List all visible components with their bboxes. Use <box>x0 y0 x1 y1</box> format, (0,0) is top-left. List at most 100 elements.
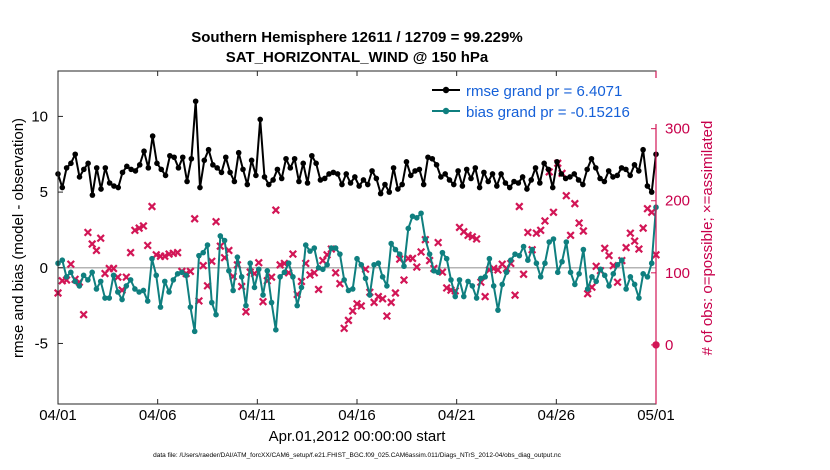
rmse-point <box>248 157 255 164</box>
y-right-tick-label: 300 <box>665 121 690 138</box>
x-tick-label: 04/21 <box>438 407 476 424</box>
obs-assimilated-marker <box>160 252 169 261</box>
bias-point <box>627 274 634 280</box>
bias-point <box>537 274 544 280</box>
legend-bias-label: bias grand pr = -0.15216 <box>466 104 630 121</box>
bias-point <box>89 269 95 276</box>
y-tick-label: -5 <box>35 335 48 352</box>
obs-assimilated-marker <box>271 206 280 215</box>
obs-assimilated-marker <box>147 202 157 211</box>
obs-marker-stroke <box>143 241 152 250</box>
obs-marker-stroke <box>647 208 656 217</box>
bias-point <box>584 286 591 292</box>
obs-marker-stroke <box>575 219 584 228</box>
obs-assimilated-marker <box>288 250 298 259</box>
bias-point <box>307 248 313 254</box>
y-axis-right-label: # of obs: o=possible; ×=assimilated <box>699 121 716 356</box>
rmse-point <box>476 184 483 191</box>
bias-point <box>328 245 335 251</box>
rmse-point <box>373 175 380 182</box>
bias-point <box>606 283 612 289</box>
bias-point <box>230 287 236 294</box>
bias-point <box>371 261 377 268</box>
obs-assimilated-marker <box>438 268 447 277</box>
bias-point <box>490 283 497 289</box>
bias-point <box>443 255 450 262</box>
bias-point <box>554 269 561 276</box>
obs-assimilated-marker <box>254 258 263 267</box>
bias-point <box>529 246 535 253</box>
bias-point <box>144 298 151 304</box>
bias-point <box>623 286 629 292</box>
obs-marker-stroke <box>579 226 588 236</box>
bias-point <box>354 255 360 262</box>
bias-point <box>341 277 347 283</box>
bias-point <box>597 266 604 273</box>
bias-point <box>63 274 70 280</box>
bias-point <box>396 251 403 257</box>
rmse-point <box>558 171 565 177</box>
obs-assimilated-marker <box>434 238 443 247</box>
obs-marker-stroke <box>622 243 631 252</box>
bias-point <box>85 277 91 283</box>
obs-marker-stroke <box>357 301 366 311</box>
bias-point <box>268 299 275 306</box>
bias-point <box>469 283 476 289</box>
obs-assimilated-marker <box>135 224 144 233</box>
obs-assimilated-marker <box>387 298 396 307</box>
obs-assimilated-marker <box>570 199 579 208</box>
rmse-point <box>610 174 616 180</box>
obs-marker-stroke <box>160 252 169 261</box>
bias-point <box>648 260 655 267</box>
bias-point <box>136 289 142 295</box>
obs-assimilated-marker <box>130 226 139 235</box>
bias-point <box>174 271 181 277</box>
bias-point <box>367 292 373 298</box>
obs-marker-stroke <box>126 248 135 257</box>
rmse-point <box>463 166 470 173</box>
rmse-point <box>321 175 328 182</box>
obs-assimilated-marker <box>374 292 383 301</box>
rmse-point <box>528 177 535 183</box>
bias-point <box>153 272 160 279</box>
obs-marker-stroke <box>113 273 122 282</box>
obs-assimilated-marker <box>523 228 532 237</box>
bias-point <box>435 269 441 276</box>
obs-assimilated-marker <box>399 275 409 285</box>
bias-point <box>217 233 224 239</box>
bias-point <box>157 304 164 310</box>
bias-point <box>422 236 429 242</box>
obs-assimilated-marker <box>579 226 588 236</box>
rmse-point <box>446 177 453 183</box>
obs-marker-stroke <box>288 250 298 259</box>
rmse-point <box>459 183 466 189</box>
rmse-point <box>584 166 590 173</box>
rmse-point <box>575 177 582 183</box>
bias-point <box>238 274 245 280</box>
rmse-point <box>597 175 603 182</box>
rmse-point <box>648 189 655 195</box>
obs-marker-stroke <box>570 199 579 208</box>
bias-point <box>401 263 407 270</box>
rmse-point <box>98 186 104 192</box>
rmse-point <box>274 166 281 173</box>
rmse-point <box>201 157 208 164</box>
rmse-point <box>175 165 182 171</box>
rmse-point <box>407 172 414 179</box>
obs-marker-stroke <box>416 247 426 256</box>
rmse-point <box>188 155 195 162</box>
bias-point <box>512 251 518 257</box>
obs-assimilated-marker <box>647 208 656 217</box>
rmse-point <box>197 184 203 191</box>
bias-point <box>140 287 147 294</box>
obs-marker-stroke <box>583 289 592 298</box>
bias-point <box>123 283 130 289</box>
legend-rmse-marker <box>442 86 450 94</box>
rmse-point <box>253 172 259 179</box>
obs-marker-stroke <box>463 231 473 240</box>
obs-marker-stroke <box>600 244 609 253</box>
obs-marker-stroke <box>549 208 558 217</box>
rmse-point <box>494 183 500 189</box>
bias-point <box>234 254 241 260</box>
rmse-point <box>334 171 341 177</box>
